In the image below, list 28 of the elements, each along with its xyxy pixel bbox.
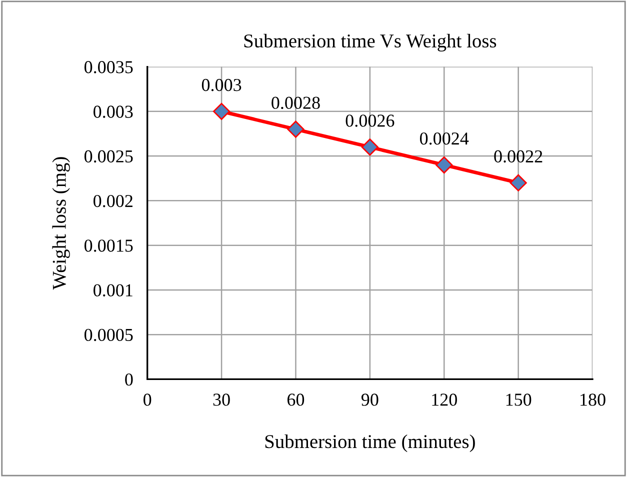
data-label: 0.0022 — [494, 150, 542, 163]
data-label: 0.0028 — [272, 96, 320, 110]
x-axis-title: Submersion time (minutes) — [265, 434, 475, 452]
x-tick-label: 150 — [506, 394, 532, 406]
point — [361, 138, 378, 156]
chart-title: Submersion time Vs Weight loss — [244, 34, 496, 52]
point — [212, 102, 230, 120]
y-tick-label: 0.0015 — [84, 240, 133, 252]
y-tick-label: 0.001 — [94, 284, 132, 296]
y-tick-label: 0 — [125, 373, 133, 386]
x-tick-label: 60 — [287, 394, 304, 406]
y-tick-label: 0.003 — [94, 106, 133, 118]
y-tick-label: 0.0005 — [84, 328, 133, 342]
y-tick-label: 0.0035 — [84, 61, 133, 74]
y-tick-label: 0.0025 — [84, 150, 133, 163]
x-tick-label: 120 — [432, 394, 457, 406]
y-tick-label: 0.002 — [94, 194, 132, 208]
x-tick-label: 180 — [580, 394, 606, 406]
point — [436, 156, 453, 174]
x-tick-label: 30 — [213, 394, 230, 406]
point — [287, 120, 304, 138]
data-label: 0.0024 — [420, 132, 469, 145]
x-tick-label: 90 — [361, 394, 378, 406]
data-label: 0.0026 — [346, 114, 394, 127]
point — [510, 174, 527, 192]
x-tick-label: 0 — [144, 394, 152, 406]
y-axis-title: Weight loss (mg) — [52, 157, 70, 290]
data-label: 0.003 — [202, 78, 242, 92]
